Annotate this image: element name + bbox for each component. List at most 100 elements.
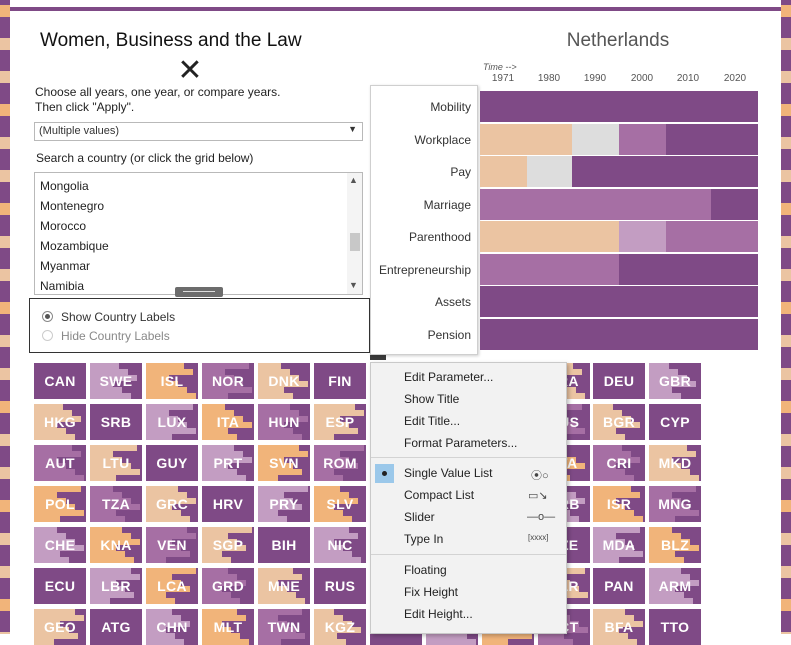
category-period-segment[interactable] <box>480 156 528 187</box>
country-tile[interactable]: GBR <box>649 363 701 399</box>
country-list-item[interactable]: Myanmar <box>40 259 91 273</box>
country-list-item[interactable]: Mongolia <box>40 179 89 193</box>
country-tile[interactable]: TWN <box>258 609 310 645</box>
country-tile[interactable]: LTU <box>90 445 142 481</box>
category-period-segment[interactable] <box>480 91 758 122</box>
country-tile[interactable]: LBR <box>90 568 142 604</box>
category-row-pay[interactable] <box>480 156 758 187</box>
country-tile[interactable]: MNE <box>258 568 310 604</box>
country-tile[interactable]: GEO <box>34 609 86 645</box>
country-tile[interactable]: HUN <box>258 404 310 440</box>
country-tile[interactable]: LCA <box>146 568 198 604</box>
country-tile[interactable]: NIC <box>314 527 366 563</box>
menu-floating[interactable]: Floating <box>404 563 447 577</box>
country-tile[interactable]: MNG <box>649 486 701 522</box>
menu-edit-title[interactable]: Edit Title... <box>404 414 461 428</box>
menu-type-in[interactable]: Type In <box>404 532 444 546</box>
country-tile[interactable]: AUT <box>34 445 86 481</box>
country-tile[interactable]: ITA <box>202 404 254 440</box>
menu-fix-height[interactable]: Fix Height <box>404 585 459 599</box>
menu-format-parameters[interactable]: Format Parameters... <box>404 436 518 450</box>
category-period-segment[interactable] <box>571 124 619 155</box>
country-tile[interactable]: ESP <box>314 404 366 440</box>
category-period-segment[interactable] <box>619 254 758 285</box>
category-period-segment[interactable] <box>480 319 758 350</box>
menu-edit-parameter[interactable]: Edit Parameter... <box>404 370 494 384</box>
country-tile[interactable]: PRT <box>202 445 254 481</box>
country-tile[interactable]: FIN <box>314 363 366 399</box>
country-tile[interactable]: POL <box>34 486 86 522</box>
category-row-mobility[interactable] <box>480 91 758 122</box>
country-tile[interactable]: GRC <box>146 486 198 522</box>
country-tile[interactable]: ROM <box>314 445 366 481</box>
country-tile[interactable]: LUX <box>146 404 198 440</box>
scroll-down-icon[interactable]: ▼ <box>349 280 358 290</box>
country-tile[interactable]: DEU <box>593 363 645 399</box>
country-tile[interactable]: GRD <box>202 568 254 604</box>
country-tile[interactable]: RUS <box>314 568 366 604</box>
country-tile[interactable]: HRV <box>202 486 254 522</box>
close-icon[interactable]: ✕ <box>177 53 203 88</box>
menu-edit-height[interactable]: Edit Height... <box>404 607 473 621</box>
category-period-segment[interactable] <box>666 221 758 252</box>
country-list[interactable]: Mongolia Montenegro Morocco Mozambique M… <box>34 172 363 295</box>
country-tile[interactable]: PRY <box>258 486 310 522</box>
category-row-marriage[interactable] <box>480 189 758 220</box>
country-tile[interactable]: CAN <box>34 363 86 399</box>
category-row-workplace[interactable] <box>480 124 758 155</box>
country-tile[interactable]: SLV <box>314 486 366 522</box>
country-tile[interactable]: BGR <box>593 404 645 440</box>
country-tile[interactable]: VEN <box>146 527 198 563</box>
country-tile[interactable]: ARM <box>649 568 701 604</box>
country-list-item[interactable]: Morocco <box>40 219 87 233</box>
country-tile[interactable]: KGZ <box>314 609 366 645</box>
hide-labels-option[interactable]: Hide Country Labels <box>42 329 170 343</box>
category-period-segment[interactable] <box>666 124 758 155</box>
category-period-segment[interactable] <box>619 124 667 155</box>
country-tile[interactable]: SRB <box>90 404 142 440</box>
year-filter-dropdown[interactable]: (Multiple values) ▼ <box>34 122 363 141</box>
country-tile[interactable]: BFA <box>593 609 645 645</box>
category-period-segment[interactable] <box>480 221 619 252</box>
country-tile[interactable]: TZA <box>90 486 142 522</box>
country-tile[interactable]: ATG <box>90 609 142 645</box>
category-period-segment[interactable] <box>710 189 758 220</box>
country-tile[interactable]: SWE <box>90 363 142 399</box>
country-tile[interactable]: CHN <box>146 609 198 645</box>
chevron-down-icon[interactable]: ▼ <box>348 124 357 134</box>
scroll-up-icon[interactable]: ▲ <box>349 175 358 185</box>
category-period-segment[interactable] <box>480 189 711 220</box>
country-tile[interactable]: ISL <box>146 363 198 399</box>
country-list-item[interactable]: Mozambique <box>40 239 109 253</box>
country-tile[interactable]: TTO <box>649 609 701 645</box>
country-tile[interactable]: PAN <box>593 568 645 604</box>
category-period-segment[interactable] <box>480 286 758 317</box>
category-row-assets[interactable] <box>480 286 758 317</box>
category-period-segment[interactable] <box>619 221 667 252</box>
country-tile[interactable]: DNK <box>258 363 310 399</box>
country-tile[interactable]: HKG <box>34 404 86 440</box>
scrollbar-thumb[interactable] <box>350 233 360 251</box>
menu-single-value-list[interactable]: Single Value List <box>404 466 493 480</box>
category-row-pension[interactable] <box>480 319 758 350</box>
category-row-parenthood[interactable] <box>480 221 758 252</box>
category-period-segment[interactable] <box>527 156 572 187</box>
category-period-segment[interactable] <box>571 156 758 187</box>
country-tile[interactable]: CRI <box>593 445 645 481</box>
country-tile[interactable]: CYP <box>649 404 701 440</box>
country-tile[interactable]: NOR <box>202 363 254 399</box>
country-tile[interactable]: MDA <box>593 527 645 563</box>
resize-grip-handle[interactable] <box>175 287 223 297</box>
menu-compact-list[interactable]: Compact List <box>404 488 475 502</box>
country-tile[interactable]: BLZ <box>649 527 701 563</box>
country-tile[interactable]: ISR <box>593 486 645 522</box>
country-tile[interactable]: KNA <box>90 527 142 563</box>
country-list-item[interactable]: Montenegro <box>40 199 105 213</box>
category-period-segment[interactable] <box>480 124 572 155</box>
country-tile[interactable]: MLT <box>202 609 254 645</box>
country-tile[interactable]: CHE <box>34 527 86 563</box>
country-tile[interactable]: BIH <box>258 527 310 563</box>
category-row-entrepreneurship[interactable] <box>480 254 758 285</box>
country-list-item[interactable]: Namibia <box>40 279 85 293</box>
show-labels-option[interactable]: Show Country Labels <box>42 310 175 324</box>
